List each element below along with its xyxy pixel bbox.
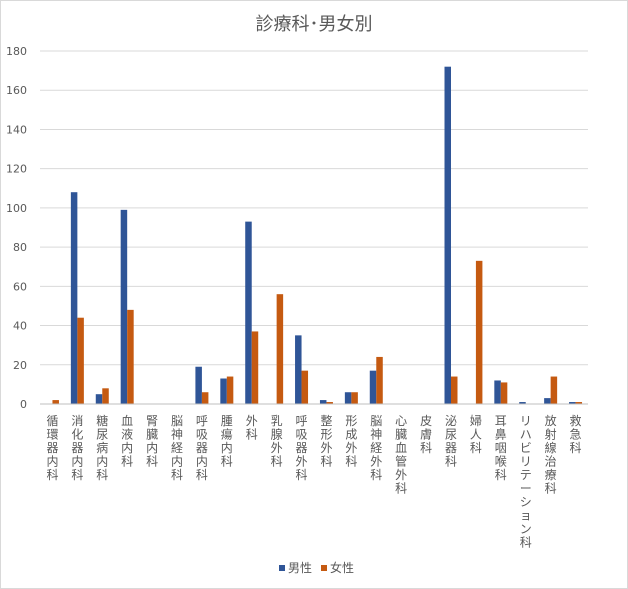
category-label: 脳神経外科 [370,414,382,482]
category-label: 泌尿器科 [445,414,457,469]
y-tick-label: 160 [6,84,27,97]
category-label: 放射線治療科 [545,413,557,496]
bar-male [220,378,227,404]
bar-female [276,294,284,404]
bar-male [344,392,352,404]
bar-male [120,209,128,404]
bar-female [251,331,259,404]
bar-male [245,221,252,404]
legend-swatch [321,565,327,571]
bar-female [226,376,234,404]
y-tick-label: 100 [6,202,27,215]
bar-male [569,402,576,404]
bar-female [475,260,483,404]
bar-female [127,309,134,404]
bar-female [550,376,558,404]
bar-male [444,66,451,404]
bar-male [70,192,78,404]
category-label: リハビリテーション科 [520,414,532,550]
bar-female [451,376,458,404]
bar-male [95,394,103,404]
bar-female [575,402,583,404]
bar-female [301,370,309,404]
category-label: 腎臓内科 [146,414,158,469]
category-label: 血液内科 [121,414,133,469]
category-label: 呼吸器外科 [296,414,308,482]
category-label: 形成外科 [345,414,357,469]
category-label: 消化器内科 [71,414,83,482]
y-tick-label: 180 [6,45,27,58]
bar-female [102,388,109,404]
y-tick-label: 140 [6,123,27,136]
bar-female [201,392,209,404]
bar-female [326,402,333,404]
category-label: 耳鼻咽喉科 [495,414,507,482]
y-tick-label: 40 [13,320,27,333]
bar-female [77,317,84,404]
category-label: 婦人科 [470,413,482,455]
bar-female [351,392,358,404]
y-tick-label: 120 [6,163,27,176]
y-tick-label: 80 [13,241,27,254]
bar-female [52,400,59,404]
bar-male [195,366,202,404]
category-label: 循環器内科 [46,414,58,482]
legend-swatch [279,565,285,571]
legend-label: 男性 [288,561,312,575]
category-label: 外科 [246,414,258,442]
bar-male [295,335,302,404]
chart-title: 診療科･男女別 [255,14,373,35]
legend-label: 女性 [330,560,354,575]
category-label: 皮膚科 [420,414,432,455]
y-tick-label: 20 [13,359,27,372]
category-label: 整形外科 [320,413,332,469]
y-tick-label: 0 [20,398,27,411]
bar-female [376,356,383,404]
category-label: 脳神経内科 [171,414,183,482]
bar-male [494,380,501,404]
category-label: 救急科 [570,413,582,455]
bar-male [369,370,377,404]
category-label: 糖尿病内科 [96,413,108,482]
bar-female [500,382,508,404]
y-tick-label: 60 [13,280,27,293]
category-label: 呼吸器内科 [196,414,208,482]
category-label: 腫瘍内科 [221,414,233,469]
bar-male [544,398,551,404]
bar-male [319,400,327,404]
category-label: 乳腺外科 [271,414,283,469]
category-label: 心臓血管外科 [395,414,407,496]
bar-male [519,402,526,404]
